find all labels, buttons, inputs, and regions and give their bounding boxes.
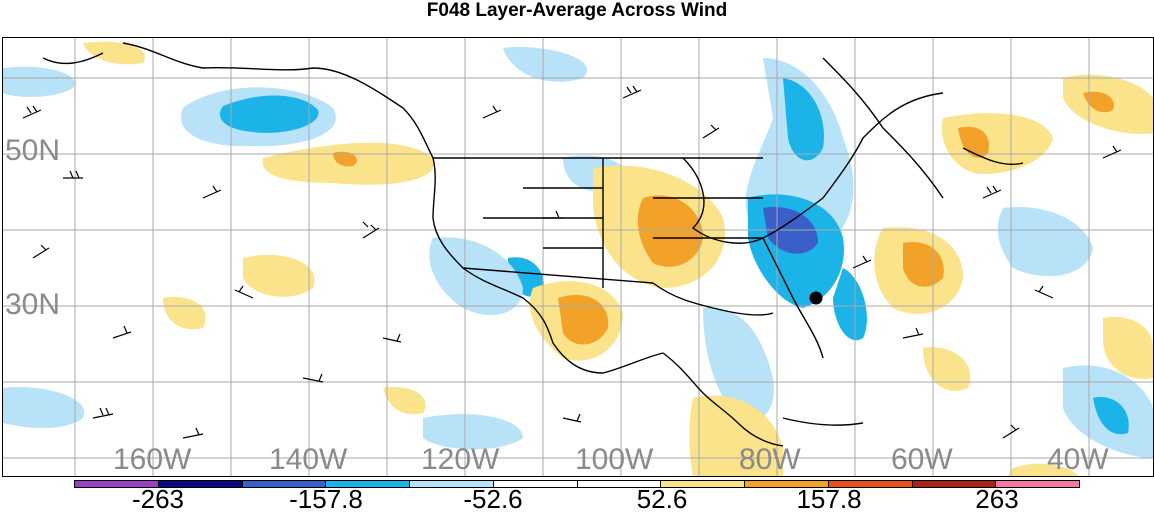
negative-field-shading: [3, 47, 1153, 458]
colorbar-segment: [661, 481, 745, 487]
colorbar-label: -157.8: [289, 484, 363, 514]
colorbar-label: 157.8: [796, 484, 862, 514]
map-panel: 50N 30N 160W 140W 120W 100W 80W 60W 40W: [2, 37, 1154, 477]
lon-label-40w: 40W: [1047, 443, 1109, 476]
lon-label-100w: 100W: [575, 443, 654, 476]
lon-label-60w: 60W: [891, 443, 953, 476]
positive-field-shading: [83, 41, 1153, 476]
colorbar-segment: [493, 481, 578, 487]
colorbar-segment: [158, 481, 243, 487]
graticule-grid: [3, 38, 1153, 476]
lat-label-30n: 30N: [5, 288, 61, 321]
colorbar-label: -263: [131, 484, 185, 514]
lon-label-160w: 160W: [113, 443, 192, 476]
wind-barbs: [22, 85, 1122, 439]
colorbar-segment: [410, 481, 494, 487]
colorbar-label: 52.6: [636, 484, 688, 514]
colorbar-segment: [912, 481, 997, 487]
colorbar: [74, 480, 1080, 488]
map-canvas: [3, 38, 1153, 476]
map-title: F048 Layer-Average Across Wind: [426, 0, 728, 21]
colorbar-segment: [242, 481, 327, 487]
coastlines-and-borders: [42, 42, 1024, 447]
colorbar-label: 263: [975, 484, 1019, 514]
lon-label-80w: 80W: [739, 443, 801, 476]
colorbar-label: -52.6: [463, 484, 523, 514]
colorbar-segment: [326, 481, 410, 487]
colorbar-segment: [577, 481, 662, 487]
lon-label-140w: 140W: [269, 443, 348, 476]
colorbar-segment: [996, 481, 1079, 487]
lon-label-120w: 120W: [421, 443, 500, 476]
colorbar-segment: [75, 481, 159, 487]
storm-center-dot: [809, 291, 823, 305]
lat-label-50n: 50N: [5, 134, 61, 167]
colorbar-segment: [745, 481, 829, 487]
colorbar-segment: [828, 481, 913, 487]
